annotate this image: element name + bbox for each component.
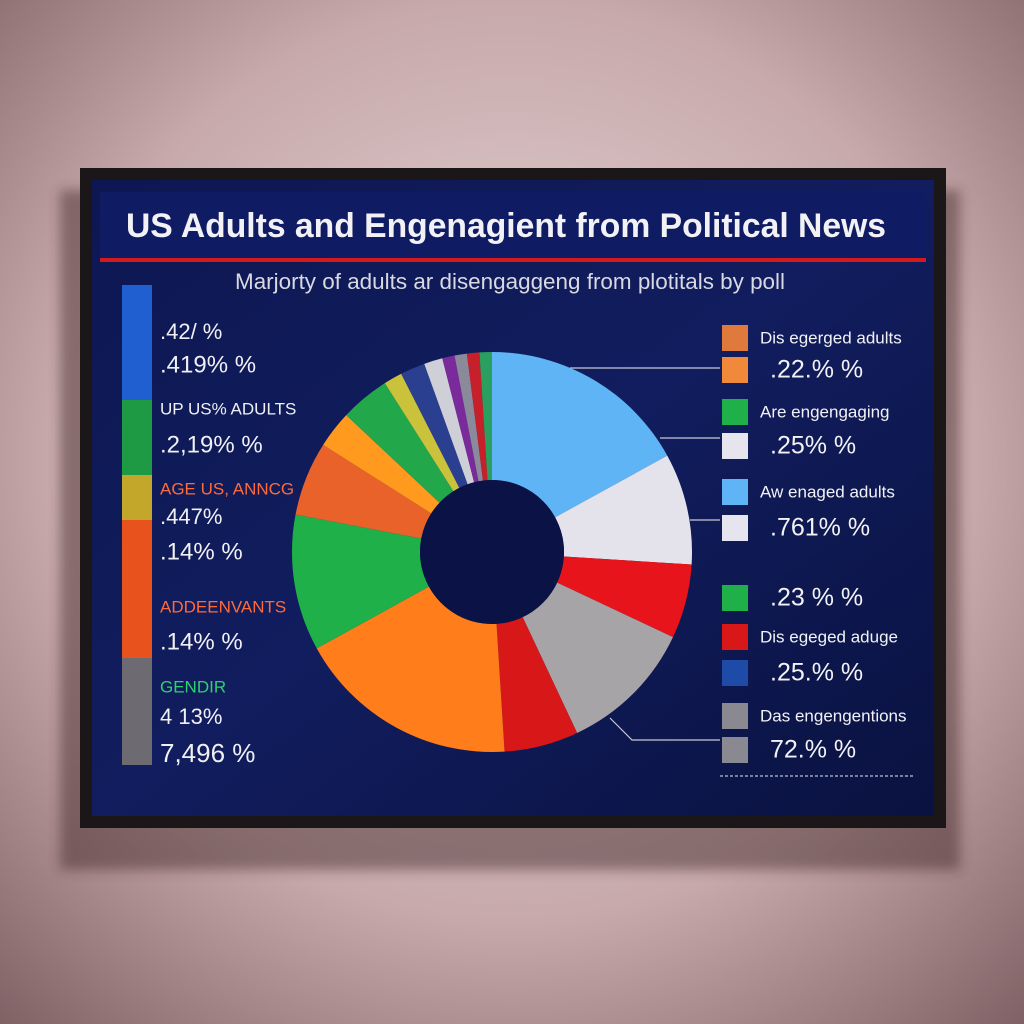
pie-slice <box>424 358 475 485</box>
legend-swatch <box>722 325 748 351</box>
pie-slice <box>384 373 460 492</box>
legend-bar-segment <box>122 285 152 400</box>
legend-bar-segment <box>122 475 152 520</box>
legend-label: AGE US, ANNCG <box>160 479 294 498</box>
legend-label: Are engengaging <box>760 402 890 421</box>
pie-slice <box>292 514 429 649</box>
legend-label: Aw enaged adults <box>760 482 895 501</box>
legend-bar-segment <box>122 658 152 765</box>
legend-label: .25% % <box>770 432 856 460</box>
legend-label: Das engengentions <box>760 706 907 725</box>
legend-label: .22.% % <box>770 356 863 384</box>
legend-bar-segment <box>122 400 152 475</box>
legend-label: .25.% % <box>770 659 863 687</box>
legend-label: .42/ % <box>160 319 222 344</box>
pie-slice <box>316 586 505 752</box>
pie-slice <box>442 355 479 483</box>
pie-slice <box>492 352 668 518</box>
chart-subtitle: Marjorty of adults ar disengaggeng from … <box>235 269 785 294</box>
legend-label: GENDIR <box>160 677 226 696</box>
pie-slice <box>454 353 483 482</box>
legend-swatch <box>722 737 748 763</box>
legend-swatch <box>722 357 748 383</box>
pie-slice <box>557 556 692 638</box>
pie-slice <box>401 363 468 488</box>
title-bar <box>100 192 926 258</box>
legend-label: Dis egerged adults <box>760 328 902 347</box>
legend-label: 4 13% <box>160 704 222 729</box>
legend-swatch <box>722 624 748 650</box>
legend-bar-segment <box>122 520 152 658</box>
legend-label: UP US% ADULTS <box>160 399 296 418</box>
pie-slice <box>479 352 492 481</box>
legend-swatch <box>722 479 748 505</box>
pie <box>292 352 692 752</box>
legend-label: .14% % <box>160 628 243 655</box>
left-legend: .42/ % .419% % UP US% ADULTS .2,19% % AGE US… <box>122 285 296 768</box>
legend-swatch <box>722 703 748 729</box>
pie-slice <box>323 415 440 514</box>
legend-swatch <box>722 660 748 686</box>
legend-swatch <box>722 515 748 541</box>
pie-slice <box>346 383 454 503</box>
legend-label: 7,496 % <box>160 738 255 768</box>
pie-slice <box>522 582 673 733</box>
legend-swatch <box>722 433 748 459</box>
connector <box>609 717 720 741</box>
donut-hole <box>420 480 564 624</box>
legend-swatch <box>722 399 748 425</box>
connectors <box>570 367 720 741</box>
legend-label: .419% % <box>160 351 256 378</box>
legend-label: Dis egeged aduge <box>760 627 898 646</box>
legend-label: .14% % <box>160 538 243 565</box>
chart-title: US Adults and Engenagient from Political… <box>126 207 886 245</box>
pie-slice <box>295 444 432 539</box>
pie-slice <box>496 617 578 752</box>
legend-label: ADDEENVANTS <box>160 597 286 616</box>
legend-label: .761% % <box>770 514 870 542</box>
right-legend: Dis egerged adults .22.% % Are engengaging… <box>722 325 907 764</box>
pie-slice <box>466 352 488 481</box>
legend-label: .447% <box>160 504 222 529</box>
legend-swatch <box>722 585 748 611</box>
legend-label: .2,19% % <box>160 431 263 458</box>
legend-label: .23 % % <box>770 584 863 612</box>
legend-label: 72.% % <box>770 736 856 764</box>
pie-slice <box>555 455 692 565</box>
